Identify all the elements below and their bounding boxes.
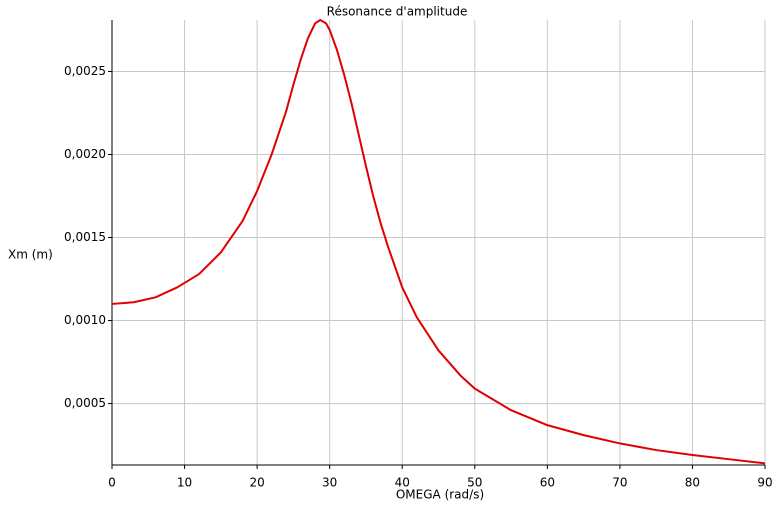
y-tick-label: 0,0005 <box>64 396 106 410</box>
x-tick-label: 40 <box>395 476 410 490</box>
x-tick-label: 70 <box>612 476 627 490</box>
chart-title: Résonance d'amplitude <box>327 5 468 19</box>
x-tick-label: 90 <box>757 476 772 490</box>
x-tick-label: 30 <box>322 476 337 490</box>
y-tick-label: 0,0020 <box>64 147 106 161</box>
y-tick-label: 0,0025 <box>64 64 106 78</box>
x-tick-label: 60 <box>540 476 555 490</box>
x-tick-label: 10 <box>177 476 192 490</box>
x-tick-label: 50 <box>467 476 482 490</box>
y-tick-label: 0,0015 <box>64 230 106 244</box>
x-axis-label: OMEGA (rad/s) <box>396 488 484 502</box>
data-line <box>111 19 766 465</box>
y-tick-label: 0,0010 <box>64 313 106 327</box>
x-tick-label: 80 <box>685 476 700 490</box>
x-tick-label: 0 <box>108 476 116 490</box>
x-tick-label: 20 <box>249 476 264 490</box>
y-axis-label: Xm (m) <box>8 248 53 262</box>
